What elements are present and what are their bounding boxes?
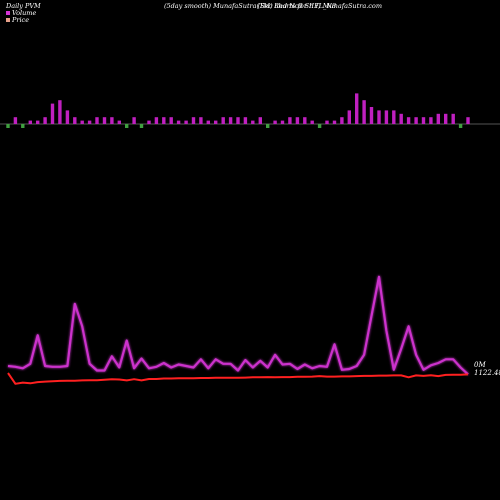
volume-smooth-line [7, 275, 469, 376]
volume-bar [95, 117, 99, 124]
volume-bar [50, 103, 55, 124]
volume-bar [458, 124, 463, 128]
volume-bar [132, 117, 136, 124]
volume-bar [429, 117, 433, 124]
volume-bar [369, 107, 374, 124]
volume-bar [110, 117, 114, 124]
volume-bar [199, 117, 203, 124]
price-last-label: 1122.48 [474, 369, 500, 377]
volume-bar [414, 117, 418, 124]
volume-bar [406, 117, 411, 124]
volume-bar [288, 117, 292, 124]
volume-bar [266, 124, 270, 128]
volume-bar [310, 120, 314, 124]
price-line [7, 372, 469, 385]
volume-bar [451, 113, 455, 124]
volume-bar [147, 120, 151, 124]
volume-bar [355, 93, 359, 124]
volume-bar [21, 124, 25, 128]
volume-bar [384, 110, 389, 124]
volume-bar [332, 120, 337, 124]
volume-bar [466, 117, 470, 124]
volume-bar [295, 117, 300, 124]
volume-bar [421, 117, 426, 124]
legend-volume-label: Volume [12, 9, 37, 17]
site-credit: (Sec Red Ncd Sr. I) MunafaSutra.com [257, 2, 382, 10]
volume-bar [73, 117, 77, 124]
volume-bar [377, 110, 381, 124]
volume-bar [362, 100, 366, 124]
volume-bar [221, 117, 225, 124]
legend-price: Price [6, 16, 29, 24]
volume-bar [125, 124, 129, 128]
volume-bar [58, 100, 62, 124]
volume-bar [251, 120, 255, 124]
volume-bar [28, 120, 32, 124]
legend-price-label: Price [12, 16, 30, 24]
volume-bar [43, 117, 47, 124]
volume-bar [6, 124, 10, 128]
volume-bar [13, 117, 18, 124]
volume-bar [191, 117, 196, 124]
volume-bar [154, 117, 159, 124]
volume-bar [280, 120, 285, 124]
volume-bar [228, 117, 233, 124]
volume-bar [392, 110, 396, 124]
volume-bar [436, 113, 440, 124]
volume-bar [65, 110, 70, 124]
volume-bar [258, 117, 262, 124]
volume-bar [169, 117, 173, 124]
volume-last-label: 0M [474, 361, 486, 369]
volume-bar [102, 117, 107, 124]
volume-bar [243, 117, 248, 124]
volume-bar [80, 120, 84, 124]
volume-bar [214, 120, 218, 124]
volume-bar [317, 124, 322, 128]
chart-label-left: Daily PVM [6, 2, 41, 10]
volume-bar [303, 117, 307, 124]
volume-bar [340, 117, 344, 124]
volume-bar [206, 120, 210, 124]
chart-title: (5day smooth) MunafaSutra(TM) charts for… [163, 2, 337, 10]
volume-bar [399, 113, 403, 124]
volume-bar [176, 120, 181, 124]
legend-price-swatch [6, 18, 10, 22]
price-volume-lines [7, 275, 469, 385]
volume-bar [117, 120, 121, 124]
volume-bar [325, 120, 329, 124]
volume-bar [36, 120, 40, 124]
volume-bar [87, 120, 92, 124]
volume-bar [236, 117, 240, 124]
volume-bar [347, 110, 351, 124]
legend-volume: Volume [6, 9, 36, 17]
legend-volume-swatch [6, 11, 10, 15]
volume-bar [273, 120, 277, 124]
volume-bar [444, 113, 448, 124]
volume-bar [184, 120, 188, 124]
volume-bar [162, 117, 166, 124]
volume-bar [139, 124, 144, 128]
volume-bars [6, 93, 470, 128]
